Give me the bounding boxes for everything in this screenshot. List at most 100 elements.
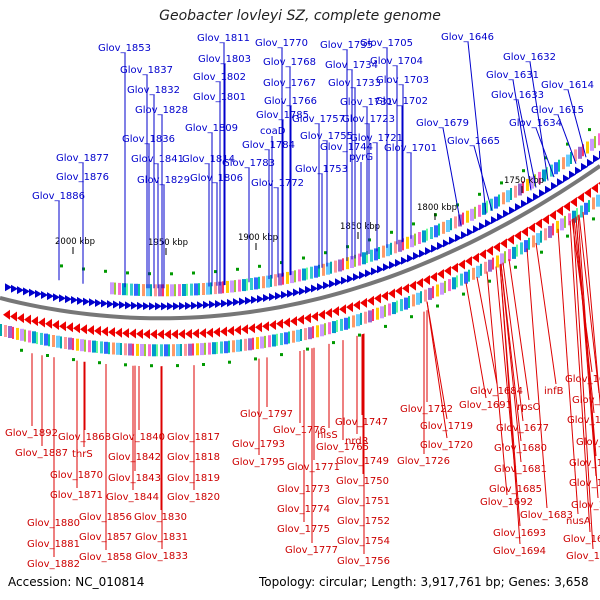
forward-cog-block: [434, 225, 438, 238]
reverse-gene-arrow: [45, 318, 52, 329]
forward-cog-block: [202, 283, 205, 295]
genome-backbone: [0, 164, 600, 321]
reverse-gene-label: Glov_1820: [167, 492, 220, 503]
forward-gene-arrow: [227, 298, 234, 307]
forward-gene-arrow: [29, 288, 36, 297]
forward-cog-block: [342, 258, 344, 271]
forward-gene-leader: [535, 127, 555, 178]
forward-gene-arrow: [341, 276, 348, 285]
forward-cog-block: [410, 235, 414, 248]
reverse-cog-block: [552, 223, 554, 236]
reverse-cog-block: [56, 335, 60, 348]
forward-cog-block: [442, 221, 445, 234]
reverse-gene-arrow: [542, 214, 549, 225]
gc-dot: [544, 156, 547, 160]
forward-cog-block: [290, 271, 294, 284]
forward-cog-block: [178, 284, 181, 297]
forward-cog-block: [430, 227, 433, 239]
reverse-gene-arrow: [577, 192, 584, 203]
forward-cog-block: [422, 230, 426, 243]
reverse-gene-label: Glov_1663: [569, 478, 600, 489]
forward-gene-arrow: [275, 291, 282, 300]
reverse-cog-block: [196, 343, 199, 356]
reverse-cog-block: [500, 253, 504, 266]
reverse-cog-block: [540, 230, 542, 243]
forward-cog-block: [190, 283, 193, 296]
forward-gene-arrow: [113, 300, 120, 309]
reverse-cog-block: [572, 210, 576, 223]
forward-gene-arrow: [503, 209, 510, 218]
forward-cog-block: [158, 284, 162, 297]
reverse-gene-arrow: [164, 329, 171, 340]
forward-cog-block: [490, 198, 493, 211]
reverse-cog-block: [288, 331, 290, 344]
gc-dot: [462, 292, 465, 296]
reverse-gene-arrow: [66, 322, 73, 333]
reverse-gene-arrow: [346, 302, 353, 313]
reverse-gene-leader: [572, 218, 594, 550]
forward-cog-block: [334, 260, 337, 273]
reverse-gene-label: Glov_1775: [277, 524, 330, 535]
reverse-cog-block: [472, 267, 475, 280]
forward-gene-arrow: [497, 213, 504, 221]
forward-cog-block: [498, 194, 500, 207]
reverse-gene-label: Glov_1692: [480, 497, 533, 508]
forward-cog-block: [254, 277, 258, 290]
forward-gene-label: Glov_1809: [185, 123, 238, 134]
forward-gene-label: Glov_1886: [32, 191, 85, 202]
forward-cog-block: [186, 283, 188, 296]
forward-gene-leader: [557, 114, 577, 164]
reverse-cog-block: [504, 251, 506, 264]
reverse-gene-arrow: [3, 309, 10, 320]
reverse-cog-block: [88, 340, 91, 353]
forward-cog-block: [526, 178, 529, 191]
forward-gene-arrow: [569, 170, 576, 179]
reverse-cog-block: [512, 246, 516, 259]
forward-gene-leader: [512, 79, 532, 191]
forward-gene-arrow: [563, 174, 570, 183]
forward-cog-block: [170, 284, 174, 297]
reverse-gene-leader: [569, 220, 591, 533]
forward-cog-block: [394, 241, 397, 254]
reverse-gene-arrow: [528, 222, 535, 233]
forward-cog-block: [446, 220, 450, 232]
reverse-cog-block: [76, 338, 79, 351]
gc-dot: [384, 324, 387, 328]
forward-gene-label: Glov_1646: [441, 32, 494, 43]
forward-gene-label: Glov_1735: [320, 40, 373, 51]
forward-cog-block: [514, 185, 517, 198]
reverse-cog-block: [128, 343, 132, 356]
gc-dot: [390, 230, 393, 234]
forward-gene-label: Glov_1770: [255, 38, 308, 49]
forward-gene-arrow: [293, 288, 300, 297]
forward-cog-block: [282, 272, 284, 285]
forward-gene-label: Glov_1634: [509, 118, 562, 129]
reverse-cog-block: [92, 340, 96, 353]
reverse-gene-arrow: [381, 290, 388, 301]
forward-gene-arrow: [443, 239, 450, 248]
reverse-cog-block: [212, 342, 216, 355]
forward-gene-label: Glov_1631: [486, 70, 539, 81]
forward-cog-block: [330, 261, 332, 274]
forward-cog-block: [470, 208, 474, 221]
forward-gene-label: pyrG: [349, 152, 373, 163]
forward-gene-label: Glov_1801: [193, 92, 246, 103]
reverse-cog-block: [308, 327, 312, 340]
axis-tick-label: 1950 kbp: [148, 238, 188, 248]
forward-cog-block: [298, 269, 301, 282]
reverse-gene-label: Glov_1833: [135, 551, 188, 562]
reverse-gene-arrow: [514, 230, 521, 241]
reverse-cog-block: [240, 339, 242, 352]
forward-cog-block: [482, 202, 486, 215]
forward-gene-arrow: [491, 216, 498, 225]
forward-cog-block: [586, 141, 589, 154]
reverse-cog-block: [508, 249, 511, 262]
reverse-gene-arrow: [129, 328, 136, 339]
reverse-gene-label: Glov_1868: [58, 432, 111, 443]
reverse-cog-block: [264, 335, 266, 348]
forward-gene-arrow: [65, 295, 72, 304]
forward-gene-label: Glov_1615: [531, 105, 584, 116]
reverse-gene-label: Glov_1719: [420, 421, 473, 432]
forward-cog-block: [238, 279, 241, 292]
